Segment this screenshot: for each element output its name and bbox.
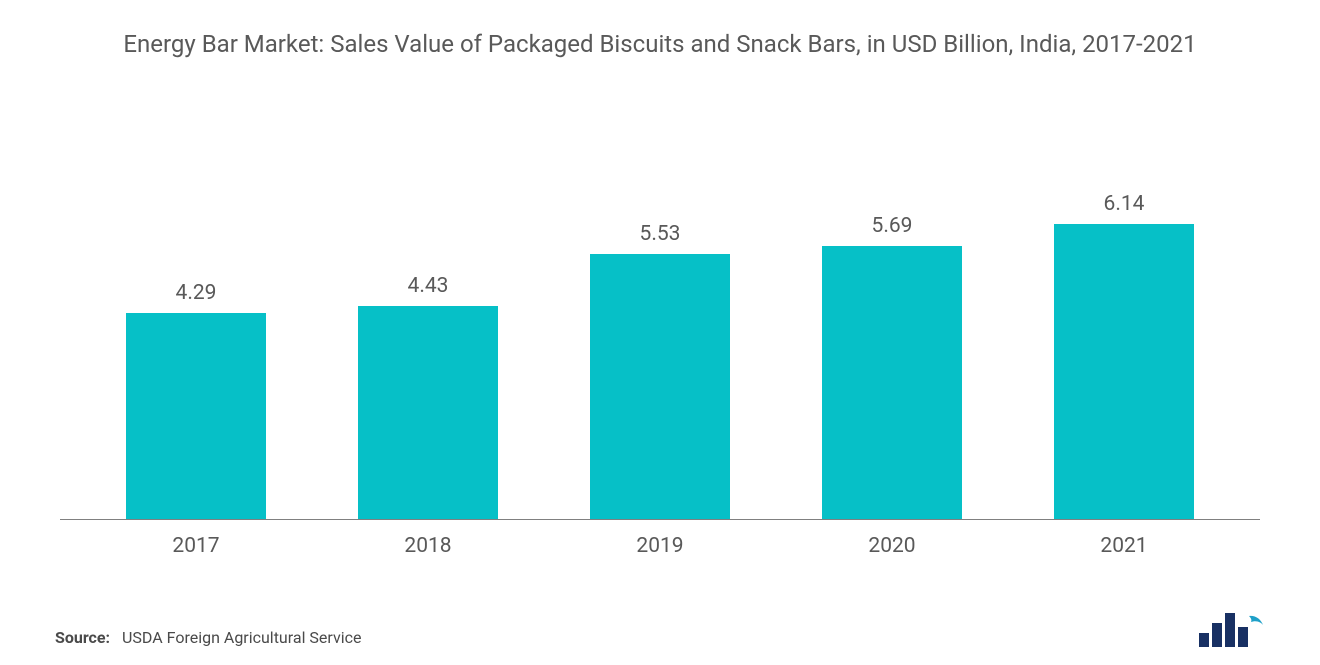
bar-rect [358, 306, 498, 519]
bar-rect [1054, 224, 1194, 519]
x-axis-label: 2019 [544, 534, 776, 558]
watermark-logo [1199, 613, 1265, 647]
x-axis-label: 2017 [80, 534, 312, 558]
x-axis-label: 2020 [776, 534, 1008, 558]
chart-plot-area: 4.29 4.43 5.53 5.69 6.14 [60, 160, 1260, 520]
chart-title: Energy Bar Market: Sales Value of Packag… [0, 0, 1320, 60]
bar-value-label: 5.53 [640, 222, 681, 246]
bar-series: 4.29 4.43 5.53 5.69 6.14 [60, 160, 1260, 519]
bar-slot: 4.29 [80, 160, 312, 519]
bar-rect [126, 313, 266, 519]
x-axis-label: 2018 [312, 534, 544, 558]
bar-value-label: 6.14 [1104, 192, 1145, 216]
source-prefix: Source: [55, 628, 110, 647]
bar-slot: 6.14 [1008, 160, 1240, 519]
x-axis-labels: 2017 2018 2019 2020 2021 [60, 524, 1260, 558]
bar-slot: 5.53 [544, 160, 776, 519]
brand-mark-icon [1199, 613, 1265, 647]
bar-rect [822, 246, 962, 519]
bar-value-label: 5.69 [872, 214, 913, 238]
source-line: Source: USDA Foreign Agricultural Servic… [55, 628, 361, 647]
source-text: USDA Foreign Agricultural Service [122, 628, 361, 647]
chart-footer: Source: USDA Foreign Agricultural Servic… [55, 613, 1265, 647]
bar-slot: 4.43 [312, 160, 544, 519]
bar-slot: 5.69 [776, 160, 1008, 519]
bar-rect [590, 254, 730, 519]
bar-value-label: 4.43 [408, 274, 449, 298]
bar-value-label: 4.29 [176, 281, 217, 305]
x-axis-label: 2021 [1008, 534, 1240, 558]
